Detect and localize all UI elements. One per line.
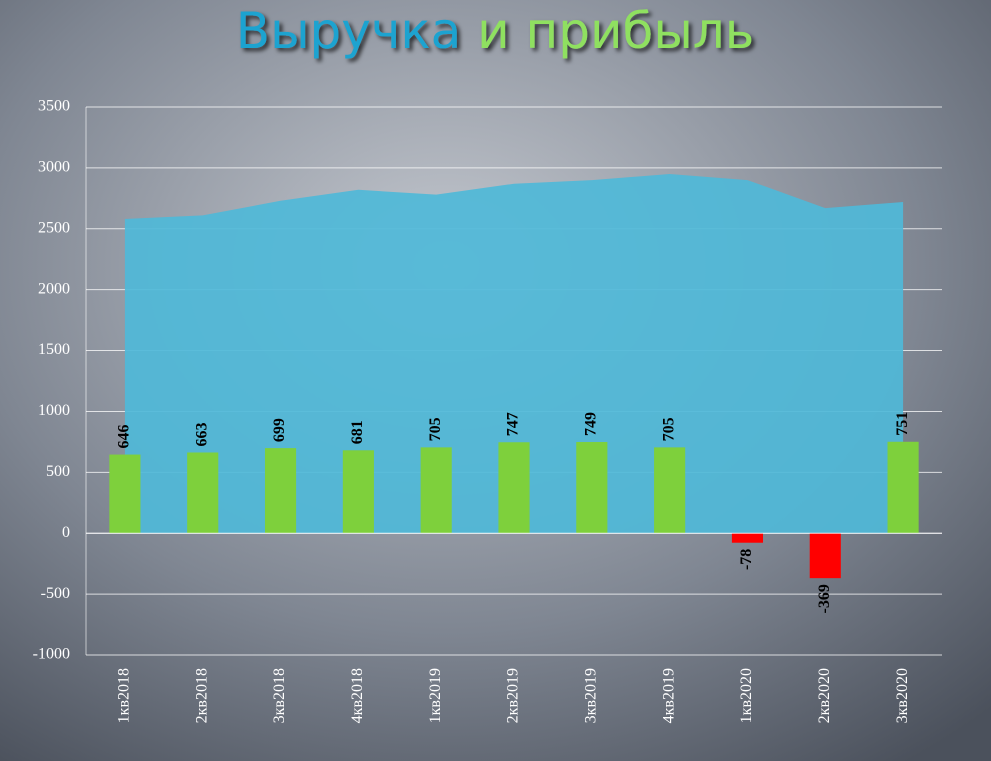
chart-title: Выручка и прибыль bbox=[236, 2, 754, 60]
bar bbox=[731, 533, 764, 543]
y-tick-label: 500 bbox=[46, 463, 70, 480]
x-tick-label: 2кв2018 bbox=[193, 668, 210, 723]
value-label: 751 bbox=[894, 412, 911, 436]
value-label: 747 bbox=[505, 412, 522, 436]
y-tick-label: 1500 bbox=[38, 341, 70, 358]
bar bbox=[187, 452, 219, 534]
x-tick-label: 4кв2018 bbox=[349, 668, 366, 723]
y-tick-label: 3500 bbox=[38, 98, 70, 115]
y-tick-label: -500 bbox=[41, 585, 70, 602]
bar bbox=[420, 447, 452, 534]
value-label: 681 bbox=[349, 420, 366, 444]
title-part: и прибыль bbox=[477, 2, 754, 60]
bar bbox=[498, 442, 530, 534]
value-label: 646 bbox=[116, 425, 133, 449]
value-label: 705 bbox=[660, 417, 677, 441]
y-tick-label: 3000 bbox=[38, 159, 70, 176]
x-tick-label: 3кв2020 bbox=[894, 668, 911, 723]
bar bbox=[576, 442, 608, 534]
value-label: 749 bbox=[582, 412, 599, 436]
revenue-area bbox=[124, 173, 904, 534]
y-tick-label: 2500 bbox=[38, 219, 70, 236]
bar bbox=[809, 533, 841, 579]
value-label: 699 bbox=[271, 418, 288, 442]
value-label: 663 bbox=[193, 422, 210, 446]
bar bbox=[264, 448, 297, 534]
bar bbox=[887, 441, 919, 534]
y-tick-label: 0 bbox=[62, 524, 70, 541]
x-tick-label: 3кв2019 bbox=[582, 668, 599, 723]
y-tick-label: 1000 bbox=[38, 402, 70, 419]
value-label: -78 bbox=[738, 549, 755, 570]
bar bbox=[342, 450, 374, 534]
x-tick-label: 2кв2019 bbox=[505, 668, 522, 723]
x-tick-label: 4кв2019 bbox=[660, 668, 677, 723]
title-part: Выручка bbox=[236, 2, 462, 60]
bar bbox=[654, 447, 686, 534]
x-tick-label: 2кв2020 bbox=[816, 668, 833, 723]
y-tick-label: -1000 bbox=[33, 646, 70, 663]
x-tick-label: 1кв2020 bbox=[738, 668, 755, 723]
x-tick-label: 1кв2019 bbox=[427, 668, 444, 723]
x-tick-label: 1кв2018 bbox=[116, 668, 133, 723]
value-label: 705 bbox=[427, 417, 444, 441]
bar bbox=[109, 454, 141, 534]
y-tick-label: 2000 bbox=[38, 280, 70, 297]
value-label: -369 bbox=[816, 584, 833, 613]
x-tick-label: 3кв2018 bbox=[271, 668, 288, 723]
